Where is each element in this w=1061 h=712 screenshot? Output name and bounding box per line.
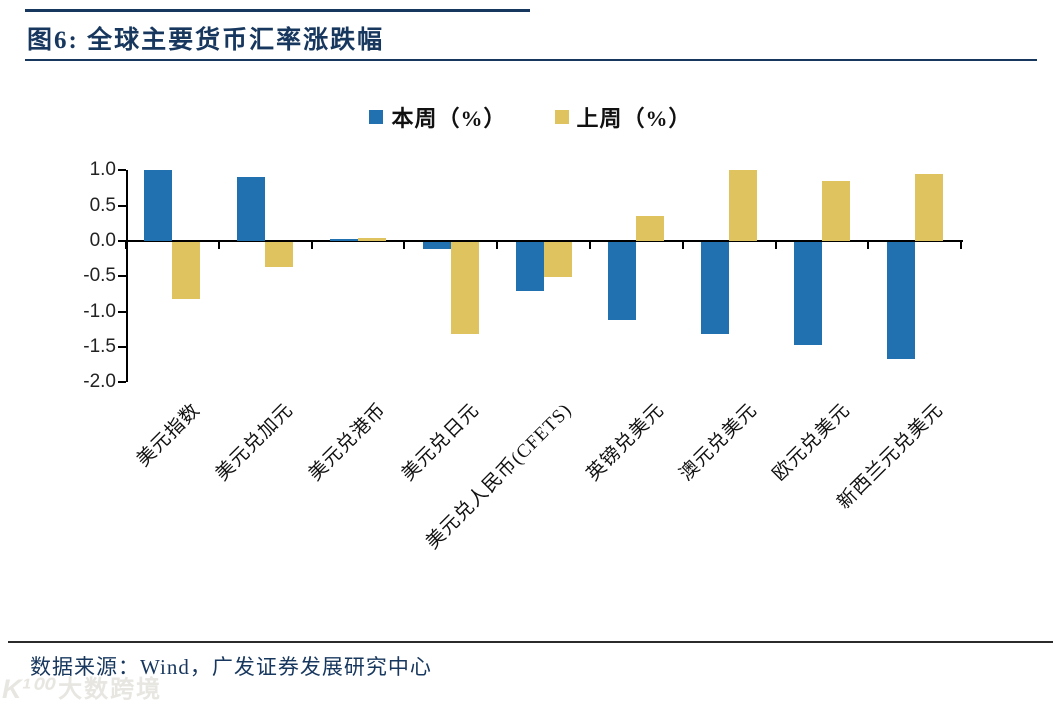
bar-this-week [515, 242, 544, 292]
x-tick [217, 242, 220, 249]
y-tick [118, 275, 126, 278]
chart-legend: 本周（%） 上周（%） [0, 101, 1061, 133]
y-tick [118, 346, 126, 349]
title-underline [25, 59, 1037, 61]
watermark-text: 大数跨境 [58, 676, 163, 703]
bar-this-week [422, 242, 451, 250]
y-tick [118, 381, 126, 384]
y-axis-line [126, 170, 128, 383]
bar-last-week [358, 238, 386, 241]
y-tick [118, 204, 126, 207]
bar-last-week [729, 170, 758, 241]
x-category-label: 欧元兑美元 [768, 399, 855, 486]
bar-this-week [794, 242, 822, 345]
page-title: 图6: 全球主要货币汇率涨跌幅 [27, 27, 385, 54]
legend-label: 上周（%） [576, 106, 692, 131]
y-tick [118, 310, 126, 313]
y-tick-label: -0.5 [83, 265, 116, 287]
legend-item-last-week: 上周（%） [554, 101, 692, 133]
watermark: K¹⁰⁰ 大数跨境 [2, 676, 162, 703]
bar-last-week [636, 216, 665, 241]
x-category-label: 英镑兑美元 [583, 399, 669, 486]
bar-last-week [265, 242, 294, 267]
legend-label: 本周（%） [391, 106, 507, 131]
header-top-rule [25, 9, 530, 12]
x-category-label: 美元兑加元 [212, 399, 298, 486]
bar-this-week [330, 238, 358, 241]
y-tick-label: -1.0 [83, 300, 116, 322]
bar-last-week [172, 242, 201, 299]
bar-this-week [701, 242, 730, 334]
x-category-label: 美元兑日元 [397, 399, 484, 486]
this-week-swatch-icon [369, 110, 384, 124]
x-tick [867, 242, 870, 249]
bar-last-week [822, 180, 850, 241]
x-tick [310, 242, 313, 249]
y-tick-label: 0.0 [89, 230, 116, 251]
x-tick [774, 242, 777, 249]
y-tick-label: -1.5 [83, 336, 116, 358]
y-tick-label: 1.0 [89, 159, 116, 181]
watermark-logo-icon: K¹⁰⁰ [2, 674, 53, 704]
bar-last-week [450, 242, 479, 334]
y-tick [118, 169, 126, 172]
x-tick [125, 242, 127, 249]
bar-this-week [237, 177, 266, 241]
x-axis-line [126, 240, 963, 242]
y-tick-label: -2.0 [83, 371, 116, 393]
last-week-swatch-icon [554, 110, 569, 124]
bar-last-week [543, 242, 572, 278]
x-tick [681, 242, 684, 249]
x-tick [403, 242, 406, 249]
x-category-label: 美元指数 [133, 399, 205, 471]
y-tick-label: 0.5 [89, 194, 116, 216]
x-tick [496, 242, 499, 249]
x-category-label: 澳元兑美元 [676, 399, 762, 486]
legend-item-this-week: 本周（%） [369, 101, 506, 133]
data-source-note: 数据来源：Wind，广发证券发展研究中心 [30, 655, 432, 679]
bar-this-week [886, 242, 915, 359]
y-tick [118, 240, 126, 242]
footer-rule [8, 641, 1053, 643]
bar-this-week [144, 170, 173, 241]
bar-last-week [914, 173, 943, 241]
bar-this-week [608, 242, 637, 320]
x-tick [589, 242, 591, 249]
x-tick [960, 242, 963, 249]
x-category-label: 美元兑港币 [304, 399, 391, 486]
